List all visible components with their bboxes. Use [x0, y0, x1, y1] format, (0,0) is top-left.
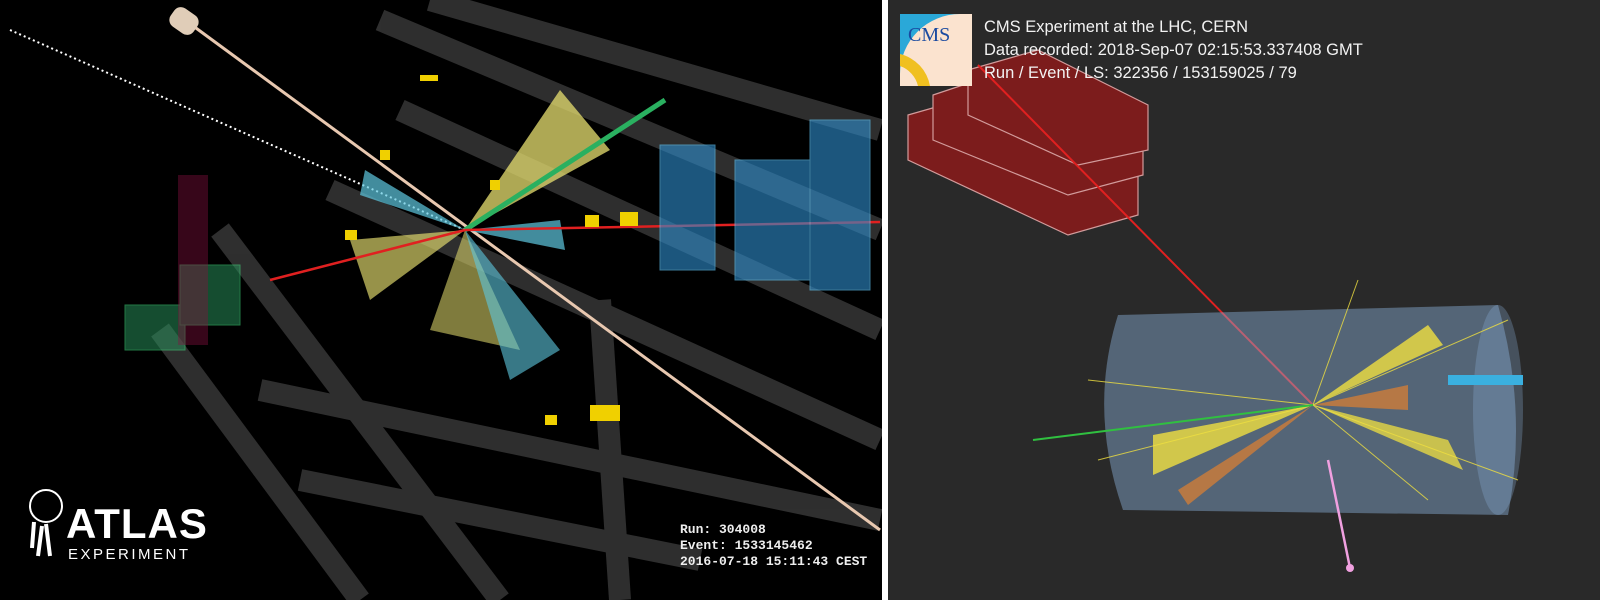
atlas-logo-subtitle: EXPERIMENT — [68, 546, 191, 563]
atlas-timestamp: 2016-07-18 15:11:43 CEST — [680, 554, 868, 569]
cms-run-event-ls: Run / Event / LS: 322356 / 153159025 / 7… — [984, 64, 1297, 82]
cms-tracker-barrel — [1104, 305, 1516, 515]
atlas-figure-icon — [29, 489, 63, 557]
cms-detector-graphic — [907, 49, 1523, 572]
atlas-event: Event: 1533145462 — [680, 538, 813, 553]
cms-event-info: CMS Experiment at the LHC, CERN Data rec… — [984, 16, 1363, 85]
atlas-detector-graphic — [9, 0, 882, 600]
cms-logo-text: CMS — [908, 24, 951, 46]
atlas-event-info: Run: 304008 Event: 1533145462 2016-07-18… — [680, 522, 867, 570]
atlas-run: Run: 304008 — [680, 522, 766, 537]
cms-title: CMS Experiment at the LHC, CERN — [984, 18, 1249, 36]
atlas-logo-text: ATLAS — [66, 500, 208, 547]
cms-data-recorded: Data recorded: 2018-Sep-07 02:15:53.3374… — [984, 41, 1363, 59]
cms-logo: CMS — [900, 14, 972, 86]
jet-cone — [1153, 405, 1313, 475]
jet-cone — [465, 90, 610, 230]
atlas-event-display: ATLAS EXPERIMENT Run: 304008 Event: 1533… — [0, 0, 882, 600]
cms-event-display: CMS CMS Experiment at the LHC, CERN Data… — [888, 0, 1600, 600]
cms-logo-graphic — [900, 14, 960, 86]
